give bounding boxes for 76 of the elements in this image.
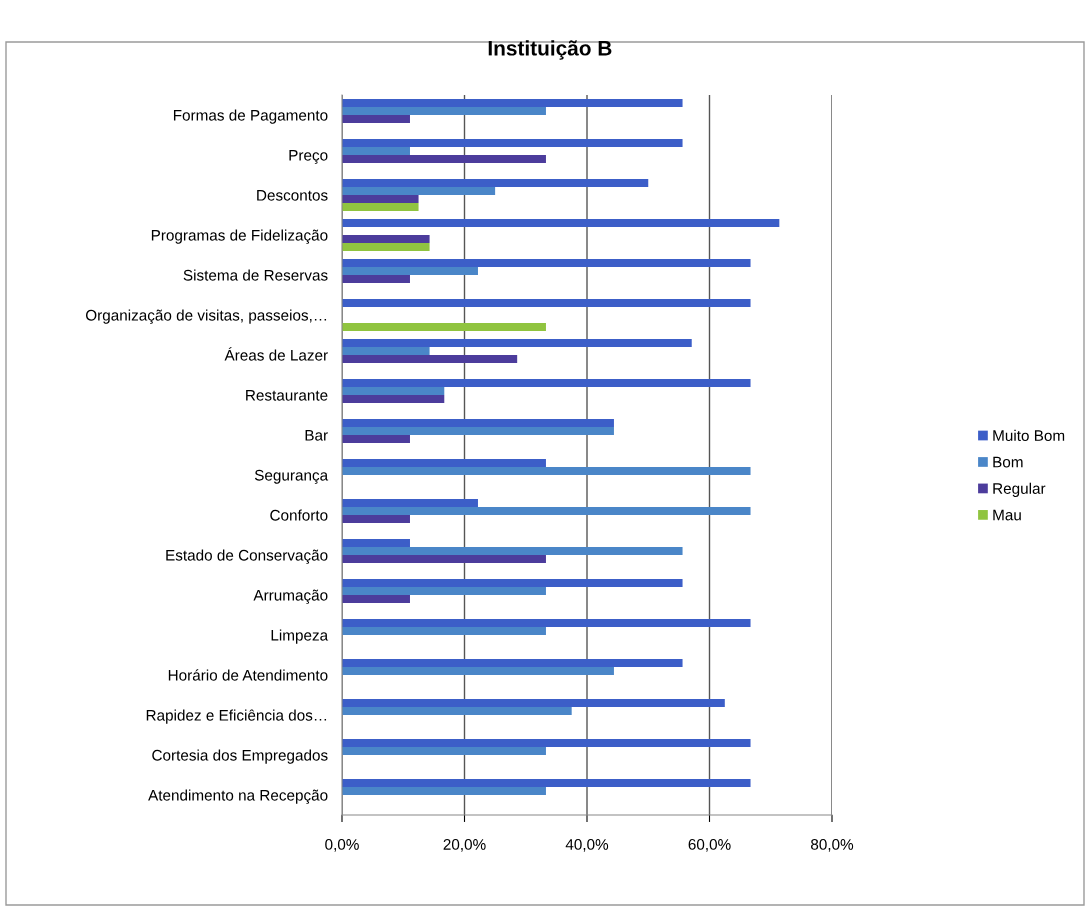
bar [342,779,751,787]
bar [342,395,445,403]
bar [342,699,725,707]
y-tick-label: Limpeza [271,629,329,644]
bar [342,459,546,467]
bar [342,507,751,515]
legend-label: Regular [993,482,1046,497]
y-tick-label: Cortesia dos Empregados [152,749,328,764]
y-tick-label: Rapidez e Eficiência dos… [146,709,327,724]
x-tick-label: 60,0% [688,839,731,852]
bar [342,187,496,195]
bar [342,619,751,627]
bar [342,347,430,355]
bar [342,107,546,115]
legend-label: Bom [993,456,1023,468]
bar [342,267,478,275]
bar [342,235,430,243]
y-tick-label: Preço [289,149,328,164]
bar [342,339,692,347]
y-tick-label: Bar [305,430,328,441]
y-tick-label: Organização de visitas, passeios,… [85,309,327,324]
bar [342,467,751,475]
bar [342,259,751,267]
legend-label: Mau [993,509,1021,521]
bar [342,515,410,523]
x-tick-label: 80,0% [811,839,854,852]
y-tick-label: Horário de Atendimento [168,669,328,681]
bar [342,323,546,331]
y-tick-label: Áreas de Lazer [224,347,328,361]
bar [342,739,751,747]
y-tick-label: Atendimento na Recepção [148,789,328,804]
y-tick-label: Conforto [270,509,328,521]
bar [342,419,614,427]
bar [342,147,410,155]
bar [342,707,572,715]
bar [342,435,410,443]
legend-label: Muito Bom [993,429,1065,442]
bar [342,387,445,395]
bar [342,115,410,123]
y-tick-label: Programas de Fidelização [151,229,328,244]
bar [342,627,546,635]
bar [342,427,614,435]
bar [342,579,683,587]
y-tick-label: Descontos [257,190,328,201]
bar [342,659,683,667]
bar [342,99,683,107]
bar [342,139,683,147]
y-tick-label: Formas de Pagamento [173,109,328,124]
bar [342,195,419,203]
bar [342,547,683,555]
bar [342,179,649,187]
bar [342,539,410,547]
x-tick-label: 20,0% [443,839,486,852]
x-tick-label: 0,0% [325,839,359,852]
bar [342,379,751,387]
y-tick-label: Estado de Conservação [166,549,328,564]
bar [342,587,546,595]
bar [342,595,410,603]
y-tick-label: Sistema de Reservas [183,269,328,281]
chart-title: Instituição B [488,40,612,60]
bar [342,747,546,755]
bar [342,667,614,675]
bar [342,555,546,563]
bar [342,243,430,251]
bar [342,275,410,283]
bar [342,355,518,363]
bar [342,299,751,307]
bar [342,155,546,163]
bar [342,203,419,211]
y-tick-label: Restaurante [246,390,328,401]
x-tick-label: 40,0% [565,839,609,852]
bar [342,499,478,507]
y-tick-label: Segurança [254,469,329,484]
bar [342,219,780,227]
bar [342,787,546,795]
y-tick-label: Arrumação [253,589,328,604]
